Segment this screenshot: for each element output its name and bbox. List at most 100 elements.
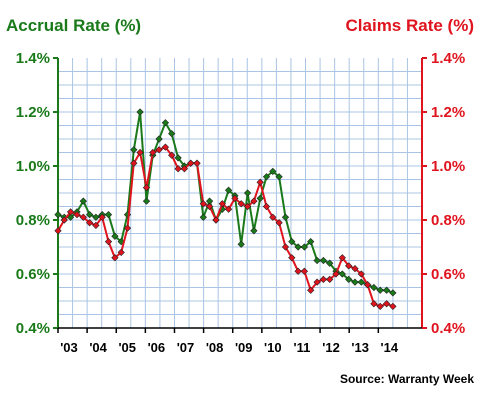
data-point xyxy=(269,167,277,176)
data-point xyxy=(326,275,334,284)
data-point xyxy=(262,173,271,181)
right-tick-label: 1.2% xyxy=(431,104,465,121)
data-point xyxy=(218,200,226,208)
x-tick-label: '09 xyxy=(235,340,253,355)
data-point xyxy=(275,219,283,227)
data-point xyxy=(136,148,144,157)
x-tick-label: '08 xyxy=(206,340,224,355)
data-point xyxy=(332,270,340,278)
series-line xyxy=(57,146,394,308)
data-point xyxy=(92,213,100,221)
data-point xyxy=(319,275,328,284)
x-tick-label: '07 xyxy=(177,340,195,355)
data-point xyxy=(307,286,315,294)
data-point xyxy=(142,197,151,205)
data-point xyxy=(205,202,214,211)
data-point xyxy=(345,262,353,270)
data-point xyxy=(111,254,119,262)
data-point xyxy=(363,281,372,289)
data-point xyxy=(54,227,62,235)
plot-axes xyxy=(53,57,427,333)
data-point xyxy=(111,232,119,240)
series-claims xyxy=(54,143,397,311)
left-tick-label: 0.4% xyxy=(16,320,50,337)
data-point xyxy=(92,221,100,230)
x-tick-label: '06 xyxy=(148,340,166,355)
data-point xyxy=(250,197,258,205)
data-point xyxy=(389,302,397,311)
data-point xyxy=(199,200,207,208)
data-point xyxy=(262,202,271,211)
data-point xyxy=(351,264,359,273)
data-point xyxy=(376,286,384,294)
data-point xyxy=(224,186,233,194)
data-point xyxy=(85,210,94,219)
data-point xyxy=(307,237,315,246)
data-point xyxy=(243,202,252,211)
data-point xyxy=(313,278,321,286)
data-point xyxy=(345,275,353,284)
data-point xyxy=(319,256,328,265)
data-point xyxy=(174,154,182,162)
data-point xyxy=(338,270,346,278)
data-point xyxy=(231,194,239,203)
data-point xyxy=(130,159,138,167)
right-tick-label: 1.4% xyxy=(431,50,465,67)
data-point xyxy=(98,213,106,221)
data-point xyxy=(300,243,309,251)
data-point xyxy=(243,189,252,197)
x-tick-label: '14 xyxy=(381,340,399,355)
data-point xyxy=(174,165,182,173)
left-tick-label: 1.0% xyxy=(16,158,50,175)
data-point xyxy=(357,278,365,286)
data-point xyxy=(224,205,233,213)
x-tick-label: '12 xyxy=(322,340,340,355)
series-layer xyxy=(54,108,397,311)
data-point xyxy=(376,302,384,311)
data-point xyxy=(212,216,220,224)
source-note: Source: Warranty Week xyxy=(340,372,474,386)
data-point xyxy=(237,240,245,248)
data-point xyxy=(288,254,296,262)
data-point xyxy=(370,300,378,308)
data-point xyxy=(180,165,189,173)
data-point xyxy=(326,259,334,267)
data-point xyxy=(117,248,125,257)
data-point xyxy=(281,213,290,221)
data-point xyxy=(54,210,62,219)
data-point xyxy=(130,146,138,154)
x-tick-label: '03 xyxy=(60,340,78,355)
data-point xyxy=(168,151,176,159)
left-tick-label: 1.2% xyxy=(16,104,50,121)
data-point xyxy=(168,129,176,138)
left-tick-label: 0.8% xyxy=(16,212,50,229)
data-point xyxy=(155,135,163,143)
data-point xyxy=(161,119,170,127)
data-point xyxy=(136,108,144,116)
data-point xyxy=(275,173,283,181)
plot-grid xyxy=(58,58,422,328)
left-axis-title: Accrual Rate (%) xyxy=(6,16,141,35)
data-point xyxy=(382,286,391,294)
x-tick-label: '11 xyxy=(294,340,311,355)
data-point xyxy=(389,289,397,297)
data-point xyxy=(294,243,302,251)
x-tick-label: '05 xyxy=(118,340,136,355)
data-point xyxy=(313,256,321,265)
data-point xyxy=(60,216,68,224)
data-point xyxy=(357,270,365,278)
right-tick-label: 0.6% xyxy=(431,266,465,283)
data-point xyxy=(123,224,132,232)
data-point xyxy=(85,219,94,227)
right-tick-label: 1.0% xyxy=(431,158,465,175)
data-point xyxy=(199,213,207,221)
data-point xyxy=(256,194,264,203)
right-axis-title: Claims Rate (%) xyxy=(346,16,474,35)
x-tick-label: '13 xyxy=(351,340,369,355)
data-point xyxy=(155,146,163,154)
data-point xyxy=(193,159,201,167)
data-point xyxy=(66,208,75,216)
data-point xyxy=(370,283,378,292)
data-point xyxy=(294,267,302,275)
data-point xyxy=(382,300,391,308)
